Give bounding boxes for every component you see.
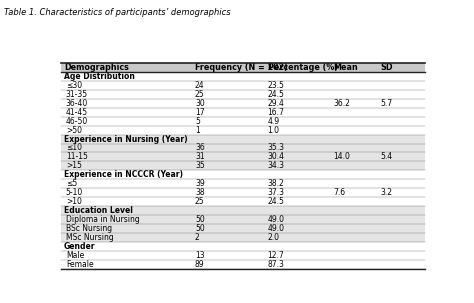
Text: 50: 50 (195, 215, 205, 224)
Text: 38.2: 38.2 (268, 179, 284, 188)
Text: 11-15: 11-15 (66, 152, 88, 161)
Text: Male: Male (66, 251, 84, 260)
Bar (61, 179, 425, 188)
Bar (61, 251, 425, 260)
Text: 5-10: 5-10 (66, 188, 83, 197)
Text: >10: >10 (66, 197, 82, 206)
Text: 29.4: 29.4 (268, 99, 284, 108)
Text: ≤30: ≤30 (66, 81, 82, 90)
Bar (61, 233, 425, 242)
Bar (61, 72, 425, 81)
Text: 35.3: 35.3 (268, 144, 285, 152)
Text: 46-50: 46-50 (66, 117, 88, 126)
Text: 25: 25 (195, 197, 205, 206)
Text: 31-35: 31-35 (66, 90, 88, 99)
Bar (61, 117, 425, 126)
Text: 49.0: 49.0 (268, 224, 285, 233)
Text: Table 1. Characteristics of participants’ demographics: Table 1. Characteristics of participants… (4, 8, 230, 17)
Bar (61, 161, 425, 170)
Text: 38: 38 (195, 188, 205, 197)
Bar (61, 242, 425, 251)
Text: 30.4: 30.4 (268, 152, 285, 161)
Text: 5.7: 5.7 (381, 99, 392, 108)
Text: 5.4: 5.4 (381, 152, 392, 161)
Text: SD: SD (381, 63, 393, 72)
Text: Female: Female (66, 260, 93, 268)
Text: 12.7: 12.7 (268, 251, 284, 260)
Text: Diploma in Nursing: Diploma in Nursing (66, 215, 140, 224)
Bar (61, 224, 425, 233)
Text: Percentage (%): Percentage (%) (268, 63, 338, 72)
Text: 4.9: 4.9 (268, 117, 280, 126)
Text: 30: 30 (195, 99, 205, 108)
Bar (61, 126, 425, 135)
Text: 89: 89 (195, 260, 205, 268)
Text: 1: 1 (195, 126, 200, 135)
Text: Demographics: Demographics (64, 63, 129, 72)
Text: 16.7: 16.7 (268, 108, 284, 117)
Text: 5: 5 (195, 117, 200, 126)
Text: 2.0: 2.0 (268, 233, 280, 242)
Text: 13: 13 (195, 251, 205, 260)
Bar (61, 81, 425, 90)
Text: 36.2: 36.2 (333, 99, 350, 108)
Text: 24: 24 (195, 81, 205, 90)
Bar (61, 99, 425, 108)
Bar (61, 144, 425, 152)
Bar (61, 188, 425, 197)
Text: Experience in Nursing (Year): Experience in Nursing (Year) (64, 135, 187, 144)
Bar (61, 152, 425, 161)
Text: 87.3: 87.3 (268, 260, 284, 268)
Text: 24.5: 24.5 (268, 90, 284, 99)
Bar (61, 90, 425, 99)
Text: Experience in NCCCR (Year): Experience in NCCCR (Year) (64, 170, 182, 179)
Bar (61, 108, 425, 117)
Text: 34.3: 34.3 (268, 161, 285, 170)
Text: 14.0: 14.0 (333, 152, 350, 161)
Text: 39: 39 (195, 179, 205, 188)
Text: 37.3: 37.3 (268, 188, 285, 197)
Text: ≤5: ≤5 (66, 179, 77, 188)
Text: 31: 31 (195, 152, 205, 161)
Text: >50: >50 (66, 126, 82, 135)
Text: 23.5: 23.5 (268, 81, 284, 90)
Bar (61, 215, 425, 224)
Text: 41-45: 41-45 (66, 108, 88, 117)
Bar (61, 63, 425, 72)
Text: MSc Nursing: MSc Nursing (66, 233, 114, 242)
Text: 17: 17 (195, 108, 205, 117)
Text: 36-40: 36-40 (66, 99, 88, 108)
Text: Frequency (N = 102): Frequency (N = 102) (195, 63, 288, 72)
Text: >15: >15 (66, 161, 82, 170)
Text: Education Level: Education Level (64, 206, 133, 215)
Text: 2: 2 (195, 233, 200, 242)
Bar (61, 197, 425, 206)
Text: ≤10: ≤10 (66, 144, 82, 152)
Text: Age Distribution: Age Distribution (64, 72, 135, 81)
Bar (61, 260, 425, 268)
Text: 1.0: 1.0 (268, 126, 280, 135)
Text: Mean: Mean (334, 63, 358, 72)
Bar (61, 206, 425, 215)
Bar (61, 170, 425, 179)
Text: 50: 50 (195, 224, 205, 233)
Text: 7.6: 7.6 (333, 188, 345, 197)
Text: 36: 36 (195, 144, 205, 152)
Text: 24.5: 24.5 (268, 197, 284, 206)
Text: 25: 25 (195, 90, 205, 99)
Text: 49.0: 49.0 (268, 215, 285, 224)
Text: 3.2: 3.2 (381, 188, 392, 197)
Text: 35: 35 (195, 161, 205, 170)
Text: Gender: Gender (64, 242, 95, 251)
Bar (61, 135, 425, 144)
Text: BSc Nursing: BSc Nursing (66, 224, 112, 233)
